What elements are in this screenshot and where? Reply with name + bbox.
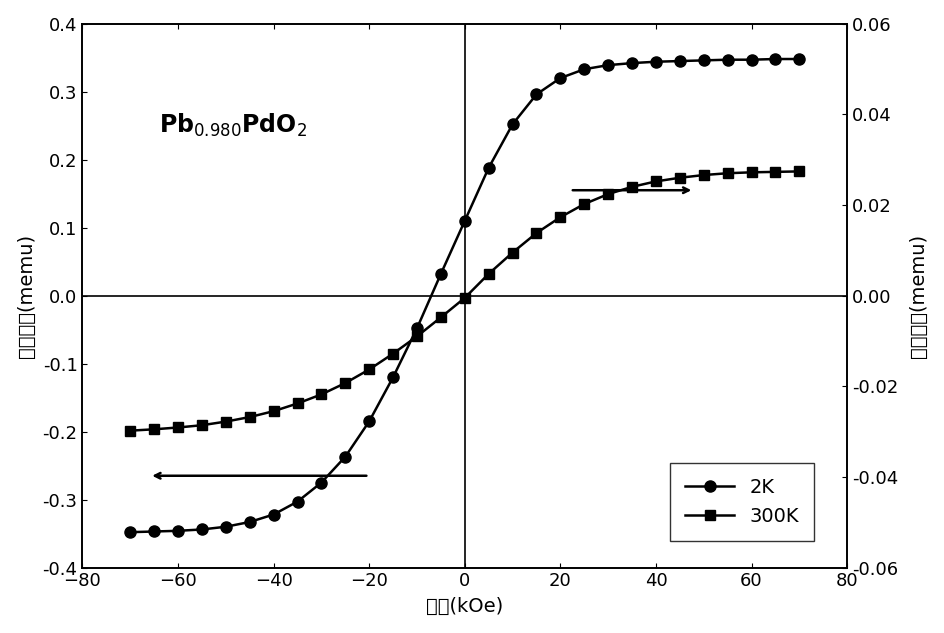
300K [578,200,589,208]
300K [554,213,565,221]
2K [435,270,447,278]
300K [745,168,756,176]
300K [387,350,398,358]
2K [649,58,661,66]
X-axis label: 磁场(kOe): 磁场(kOe) [426,598,503,617]
300K [220,418,231,425]
300K [268,408,279,415]
300K [649,178,661,185]
300K [793,168,804,175]
2K [769,55,781,63]
2K [148,528,160,536]
2K [554,74,565,82]
300K [339,379,350,387]
300K [626,183,637,191]
2K [268,511,279,518]
300K [196,422,208,429]
300K [148,425,160,433]
2K [387,373,398,381]
300K [482,270,494,278]
2K [411,325,422,332]
300K [244,413,255,421]
Y-axis label: 磁化强度(memu): 磁化强度(memu) [17,234,36,358]
300K [531,229,542,237]
300K [125,427,136,434]
300K [602,191,614,198]
2K [673,57,684,65]
2K [602,61,614,69]
300K [172,423,183,431]
2K [721,56,733,63]
Legend: 2K, 300K: 2K, 300K [669,463,814,541]
2K [626,60,637,67]
300K [769,168,781,176]
2K [745,56,756,63]
300K [315,391,327,398]
300K [435,313,447,321]
300K [363,366,375,373]
2K [698,56,709,64]
2K [482,164,494,172]
300K [292,399,303,407]
2K [196,525,208,533]
2K [793,55,804,63]
2K [339,453,350,461]
300K [506,249,517,256]
Y-axis label: 磁化强度(memu): 磁化强度(memu) [908,234,927,358]
2K [220,523,231,530]
2K [315,479,327,486]
2K [244,518,255,526]
2K [578,65,589,73]
2K [506,120,517,128]
Line: 300K: 300K [126,166,803,436]
300K [673,174,684,182]
2K [125,529,136,536]
Text: Pb$_{0.980}$PdO$_2$: Pb$_{0.980}$PdO$_2$ [159,111,307,139]
300K [698,172,709,179]
2K [292,498,303,505]
300K [721,170,733,177]
2K [172,527,183,535]
Line: 2K: 2K [125,53,804,537]
300K [411,332,422,340]
300K [459,294,470,302]
2K [459,217,470,225]
2K [531,91,542,98]
2K [363,418,375,425]
